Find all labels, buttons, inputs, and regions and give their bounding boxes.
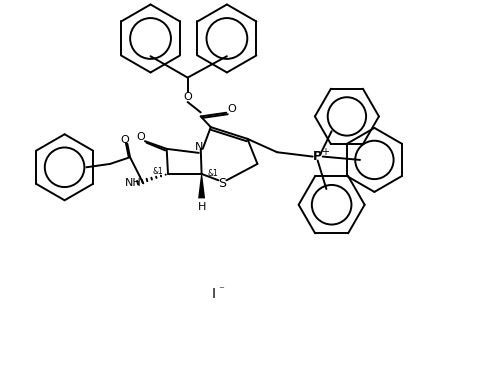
Text: &1: &1 [207,169,218,178]
Text: O: O [137,132,145,142]
Text: S: S [218,177,227,190]
Text: P: P [313,150,322,163]
Text: ⁻: ⁻ [218,286,224,296]
Text: &1: &1 [153,167,164,176]
Text: I: I [212,287,216,301]
Text: O: O [120,135,129,145]
Text: H: H [197,202,206,212]
Text: O: O [183,92,192,102]
Polygon shape [198,174,205,198]
Text: O: O [227,104,236,114]
Text: +: + [321,146,329,156]
Text: NH: NH [125,178,142,188]
Text: N: N [194,142,203,152]
